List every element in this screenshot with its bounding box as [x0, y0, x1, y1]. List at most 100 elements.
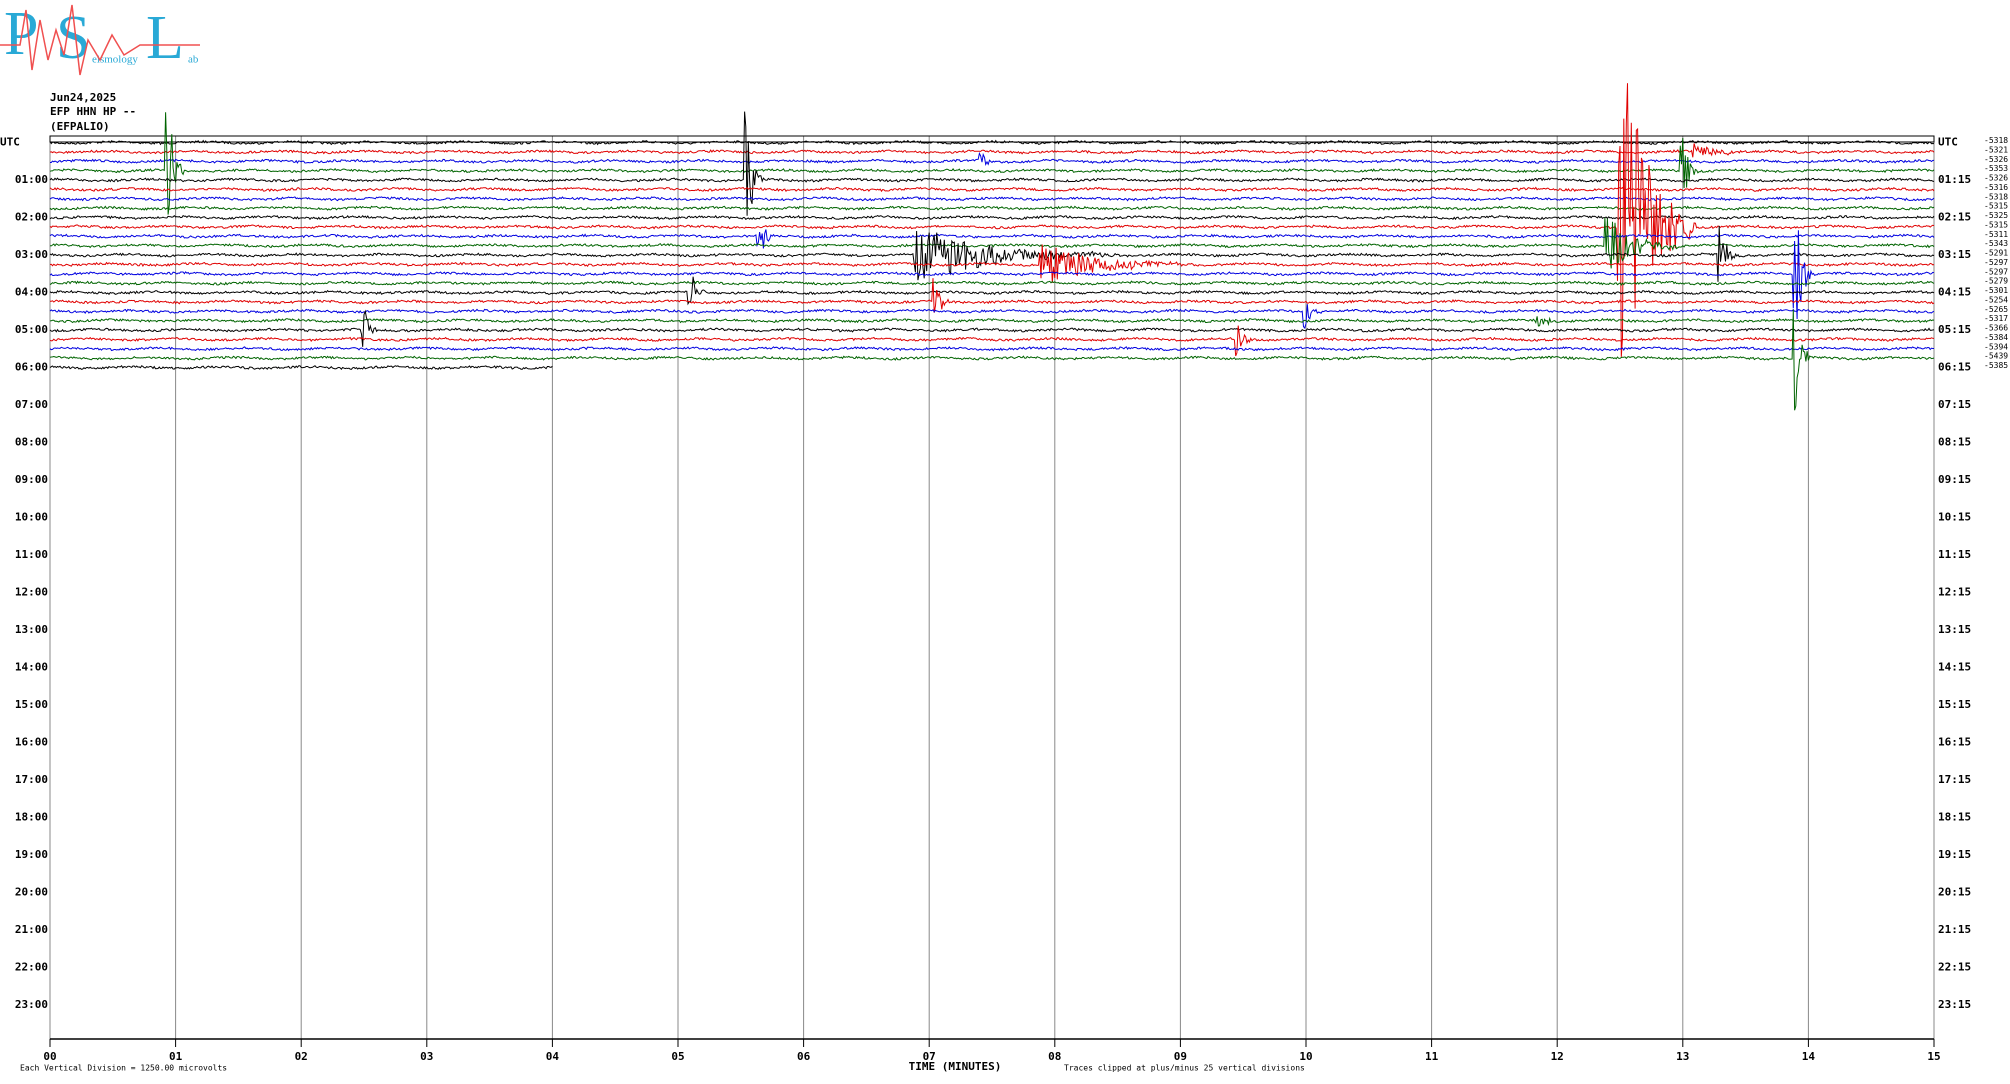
x-tick-label: 08	[1048, 1050, 1061, 1063]
trace-offset: -5297	[1984, 258, 2008, 267]
trace	[49, 365, 553, 370]
trace-offset: -5366	[1984, 324, 2008, 333]
left-time-label: 02:00	[15, 211, 48, 224]
trace-offset: -5317	[1984, 314, 2008, 323]
header-station: (EFPALIO)	[50, 120, 110, 133]
left-time-label: 11:00	[15, 548, 48, 561]
left-time-label: 13:00	[15, 623, 48, 636]
trace-offset: -5353	[1984, 164, 2008, 173]
trace-offset: -5394	[1984, 342, 2008, 351]
x-tick-label: 03	[420, 1050, 433, 1063]
right-time-label: 07:15	[1938, 398, 1971, 411]
right-time-label: 16:15	[1938, 736, 1971, 749]
left-time-label: UTC	[0, 136, 20, 149]
right-time-label: 09:15	[1938, 473, 1971, 486]
trace	[49, 309, 1935, 411]
x-tick-label: 05	[671, 1050, 684, 1063]
trace-offset: -5318	[1984, 136, 2008, 145]
left-time-label: 09:00	[15, 473, 48, 486]
right-time-label: 19:15	[1938, 848, 1971, 861]
left-time-label: 07:00	[15, 398, 48, 411]
left-time-label: 05:00	[15, 323, 48, 336]
left-time-label: 23:00	[15, 998, 48, 1011]
left-time-label: 12:00	[15, 586, 48, 599]
x-tick-label: 07	[923, 1050, 936, 1063]
x-tick-label: 15	[1927, 1050, 1940, 1063]
left-time-label: 01:00	[15, 173, 48, 186]
right-time-label: UTC	[1938, 136, 1958, 149]
trace-offset: -5315	[1984, 220, 2008, 229]
trace	[50, 278, 1935, 313]
trace	[49, 316, 1935, 327]
trace	[49, 225, 1935, 282]
right-time-label: 04:15	[1938, 286, 1971, 299]
x-tick-label: 04	[546, 1050, 560, 1063]
right-time-label: 23:15	[1938, 998, 1971, 1011]
x-tick-label: 10	[1299, 1050, 1312, 1063]
trace-offset: -5326	[1984, 155, 2008, 164]
logo-word: ab	[188, 54, 199, 66]
trace-offset: -5321	[1984, 145, 2008, 154]
trace-offset: -5385	[1984, 361, 2008, 370]
x-tick-label: 01	[169, 1050, 183, 1063]
traces	[49, 83, 1935, 411]
x-tick-label: 13	[1676, 1050, 1689, 1063]
left-time-label: 03:00	[15, 248, 48, 261]
trace-offset: -5439	[1984, 352, 2008, 361]
right-time-label: 13:15	[1938, 623, 1971, 636]
trace	[49, 217, 1935, 269]
trace	[49, 304, 1935, 329]
plot-frame	[49, 135, 1935, 143]
logo-wave	[0, 4, 200, 76]
trace-offset: -5384	[1984, 333, 2008, 342]
left-time-label: 16:00	[15, 736, 48, 749]
right-time-label: 03:15	[1938, 248, 1971, 261]
x-tick-label: 09	[1174, 1050, 1187, 1063]
right-time-label: 08:15	[1938, 436, 1971, 449]
right-time-label: 15:15	[1938, 698, 1971, 711]
trace	[49, 139, 1935, 146]
right-time-label: 02:15	[1938, 211, 1971, 224]
x-tick-label: 12	[1551, 1050, 1564, 1063]
left-time-label: 17:00	[15, 773, 48, 786]
right-time-label: 18:15	[1938, 811, 1971, 824]
trace-offset: -5301	[1984, 286, 2008, 295]
left-time-label: 15:00	[15, 698, 48, 711]
left-time-label: 04:00	[15, 286, 48, 299]
x-axis-title: TIME (MINUTES)	[909, 1060, 1002, 1073]
trace-offset: -5311	[1984, 230, 2008, 239]
trace-offset: -5315	[1984, 202, 2008, 211]
logo-word: eismology	[92, 54, 138, 66]
trace-offset: -5318	[1984, 192, 2008, 201]
header-channel: EFP HHN HP --	[50, 105, 136, 118]
trace-offset: -5291	[1984, 249, 2008, 258]
right-time-label: 01:15	[1938, 173, 1971, 186]
trace-offset: -5265	[1984, 305, 2008, 314]
left-time-label: 06:00	[15, 361, 48, 374]
left-time-label: 18:00	[15, 811, 48, 824]
trace	[49, 325, 1935, 357]
right-time-label: 12:15	[1938, 586, 1971, 599]
trace	[49, 276, 1935, 306]
logo: P S L eismology ab	[0, 0, 200, 76]
right-time-label: 14:15	[1938, 661, 1971, 674]
left-time-label: 14:00	[15, 661, 48, 674]
right-time-label: 10:15	[1938, 511, 1971, 524]
header-date: Jun24,2025	[50, 91, 116, 104]
x-tick-label: 14	[1802, 1050, 1816, 1063]
trace	[49, 143, 1935, 158]
trace-offset: -5316	[1984, 183, 2008, 192]
trace	[49, 244, 1935, 283]
trace-offset: -5279	[1984, 277, 2008, 286]
x-tick-label: 00	[43, 1050, 56, 1063]
trace	[49, 280, 1935, 286]
trace-offset: -5254	[1984, 295, 2008, 304]
left-time-label: 20:00	[15, 886, 48, 899]
x-tick-label: 02	[295, 1050, 308, 1063]
logo-l: L	[146, 4, 184, 72]
x-tick-label: 11	[1425, 1050, 1439, 1063]
right-time-label: 06:15	[1938, 361, 1971, 374]
trace-offset: -5343	[1984, 239, 2008, 248]
trace-offset: -5325	[1984, 211, 2008, 220]
